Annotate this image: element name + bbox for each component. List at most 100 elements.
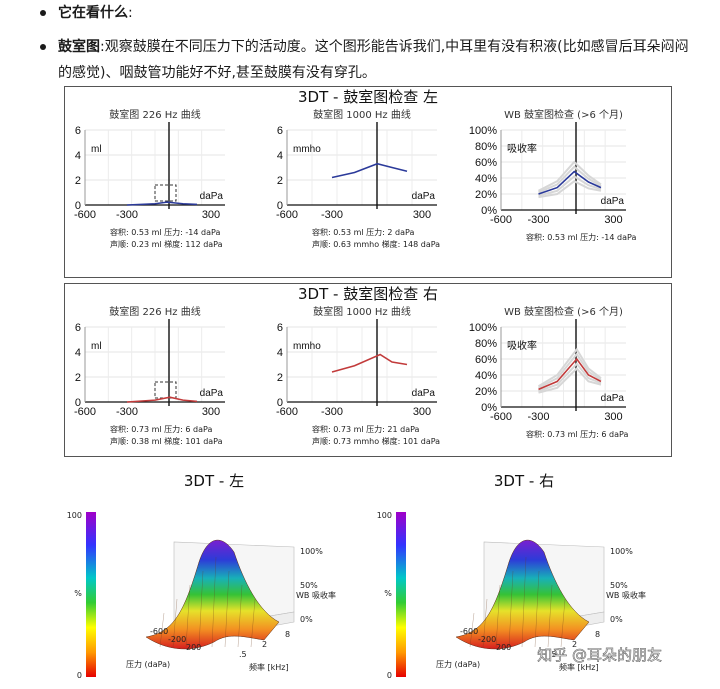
y-tick-label: 6 — [277, 125, 283, 137]
z-axis-label: WB 吸收率 — [606, 590, 646, 600]
norm-range-line — [538, 165, 602, 194]
frequency-tick-label: 2 — [262, 640, 267, 649]
y-tick-label: 0% — [481, 402, 497, 414]
norm-range-line — [538, 352, 602, 389]
colorbar — [396, 512, 406, 677]
chart-2: WB 鼓室图检查 (>6 个月) 100% 80% 60% 40% 20% 0%-600 -3… — [469, 305, 629, 439]
y-tick-label: 6 — [277, 322, 283, 334]
colorbar-bottom-label: 0 — [77, 671, 82, 680]
y-tick-label: 2 — [75, 175, 81, 187]
frequency-tick-label: 8 — [595, 630, 600, 639]
chart-1: 鼓室图 1000 Hz 曲线 6 4 2 0-600 -300 300 mmho daPa 容积:… — [276, 305, 440, 446]
mesh-line — [482, 598, 488, 648]
y-unit-label: mmho — [293, 341, 321, 352]
y-tick-label: 20% — [475, 189, 497, 201]
series-line — [331, 162, 408, 179]
y-tick-label: 4 — [277, 150, 283, 162]
z-tick-label: 50% — [300, 581, 318, 590]
norm-range-line — [538, 367, 602, 394]
stat-line: 容积: 0.73 ml 压力: 6 daPa — [110, 424, 212, 434]
bullet-tympanogram: 鼓室图:观察鼓膜在不同压力下的活动度。这个图形能告诉我们,中耳里有没有积液(比如… — [40, 34, 698, 86]
x-tick-label: -600 — [74, 406, 96, 418]
y-tick-label: 0 — [75, 397, 81, 409]
y-tick-label: 2 — [75, 372, 81, 384]
y-tick-label: 2 — [277, 175, 283, 187]
colorbar-top-label: 100 — [377, 511, 392, 520]
stat-line: 容积: 0.73 ml 压力: 21 daPa — [312, 424, 420, 434]
y-tick-label: 0 — [277, 397, 283, 409]
y-tick-label: 20% — [475, 386, 497, 398]
pressure-tick-label: -200 — [478, 635, 496, 644]
frequency-tick-label: .5 — [239, 650, 247, 659]
y-tick-label: 6 — [75, 125, 81, 137]
y-tick-label: 40% — [475, 173, 497, 185]
x-tick-label: 300 — [604, 411, 622, 423]
series-line — [126, 396, 198, 403]
mesh-line — [250, 598, 256, 648]
x-tick-label: -300 — [116, 406, 138, 418]
x-tick-label: -600 — [490, 214, 512, 226]
chart-title: WB 鼓室图检查 (>6 个月) — [504, 108, 623, 121]
surface-mesh — [455, 539, 590, 650]
series-line — [538, 357, 602, 391]
mesh-line — [521, 556, 527, 648]
frequency-tick-label: 8 — [285, 630, 290, 639]
z-tick-label: 50% — [610, 581, 628, 590]
norm-range-line — [538, 160, 602, 192]
pressure-tick-label: 200 — [186, 643, 201, 652]
x-unit-label: daPa — [200, 388, 224, 399]
stat-line: 容积: 0.73 ml 压力: 6 daPa — [526, 429, 628, 439]
y-tick-label: 4 — [277, 347, 283, 359]
x-tick-label: -300 — [321, 209, 343, 221]
y-unit-label: ml — [91, 341, 102, 352]
bullet-what-it-checks: 它在看什么: — [40, 0, 698, 26]
mesh-line — [560, 598, 566, 648]
stat-line: 声顺: 0.63 mmho 梯度: 148 daPa — [312, 239, 440, 249]
z-tick-label: 100% — [610, 547, 633, 556]
x-tick-label: 300 — [202, 209, 220, 221]
x-tick-label: 300 — [202, 406, 220, 418]
mesh-line — [172, 598, 178, 648]
y-tick-label: 0 — [277, 200, 283, 212]
bullet-text: :观察鼓膜在不同压力下的活动度。这个图形能告诉我们,中耳里有没有积液(比如感冒后… — [58, 39, 689, 81]
stat-line: 容积: 0.53 ml 压力: -14 daPa — [526, 232, 636, 242]
y-unit-label: 吸收率 — [507, 339, 537, 352]
y-tick-label: 80% — [475, 338, 497, 350]
chart-1: 鼓室图 1000 Hz 曲线 6 4 2 0-600 -300 300 mmho daPa 容积:… — [276, 108, 440, 249]
panel-right-ear: 3DT - 鼓室图检查 右鼓室图 226 Hz 曲线 6 4 2 0 -600 -300 30… — [64, 283, 672, 457]
series-line — [538, 170, 602, 195]
3d-title: 3DT - 左 — [184, 472, 244, 490]
mesh-line — [547, 584, 553, 648]
z-axis-label: WB 吸收率 — [296, 590, 336, 600]
colorbar — [86, 512, 96, 677]
mesh-line — [237, 584, 243, 648]
bullet-dot — [40, 44, 46, 50]
mesh-line — [534, 570, 540, 648]
x-tick-label: -600 — [276, 406, 298, 418]
panel-title: 3DT - 鼓室图检查 右 — [298, 285, 438, 303]
x-tick-label: -300 — [527, 411, 549, 423]
mesh-line — [469, 612, 475, 648]
norm-range-line — [537, 347, 602, 388]
y-tick-label: 100% — [469, 322, 497, 334]
chart-0: 鼓室图 226 Hz 曲线 6 4 2 0-600 -300 300 ml daPa 容积: 0.… — [74, 108, 225, 249]
pressure-tick-label: 200 — [496, 643, 511, 652]
colorbar-unit-label: % — [384, 589, 392, 598]
pressure-tick-label: -600 — [460, 627, 478, 636]
y-unit-label: 吸收率 — [507, 142, 537, 155]
x-tick-label: 300 — [413, 209, 431, 221]
x-unit-label: daPa — [412, 191, 436, 202]
bullet-text: : — [128, 5, 133, 21]
colorbar-bottom-label: 0 — [387, 671, 392, 680]
x-tick-label: 300 — [604, 214, 622, 226]
chart-2: WB 鼓室图检查 (>6 个月) 100% 80% 60% 40% 20% 0%-600 -3… — [469, 108, 637, 242]
panel-title: 3DT - 鼓室图检查 左 — [298, 88, 438, 106]
series-line — [126, 201, 198, 206]
norm-range-line — [538, 180, 602, 199]
z-tick-label: 0% — [610, 615, 623, 624]
surface-mesh — [145, 539, 280, 650]
stat-line: 声顺: 0.73 mmho 梯度: 101 daPa — [312, 436, 440, 446]
